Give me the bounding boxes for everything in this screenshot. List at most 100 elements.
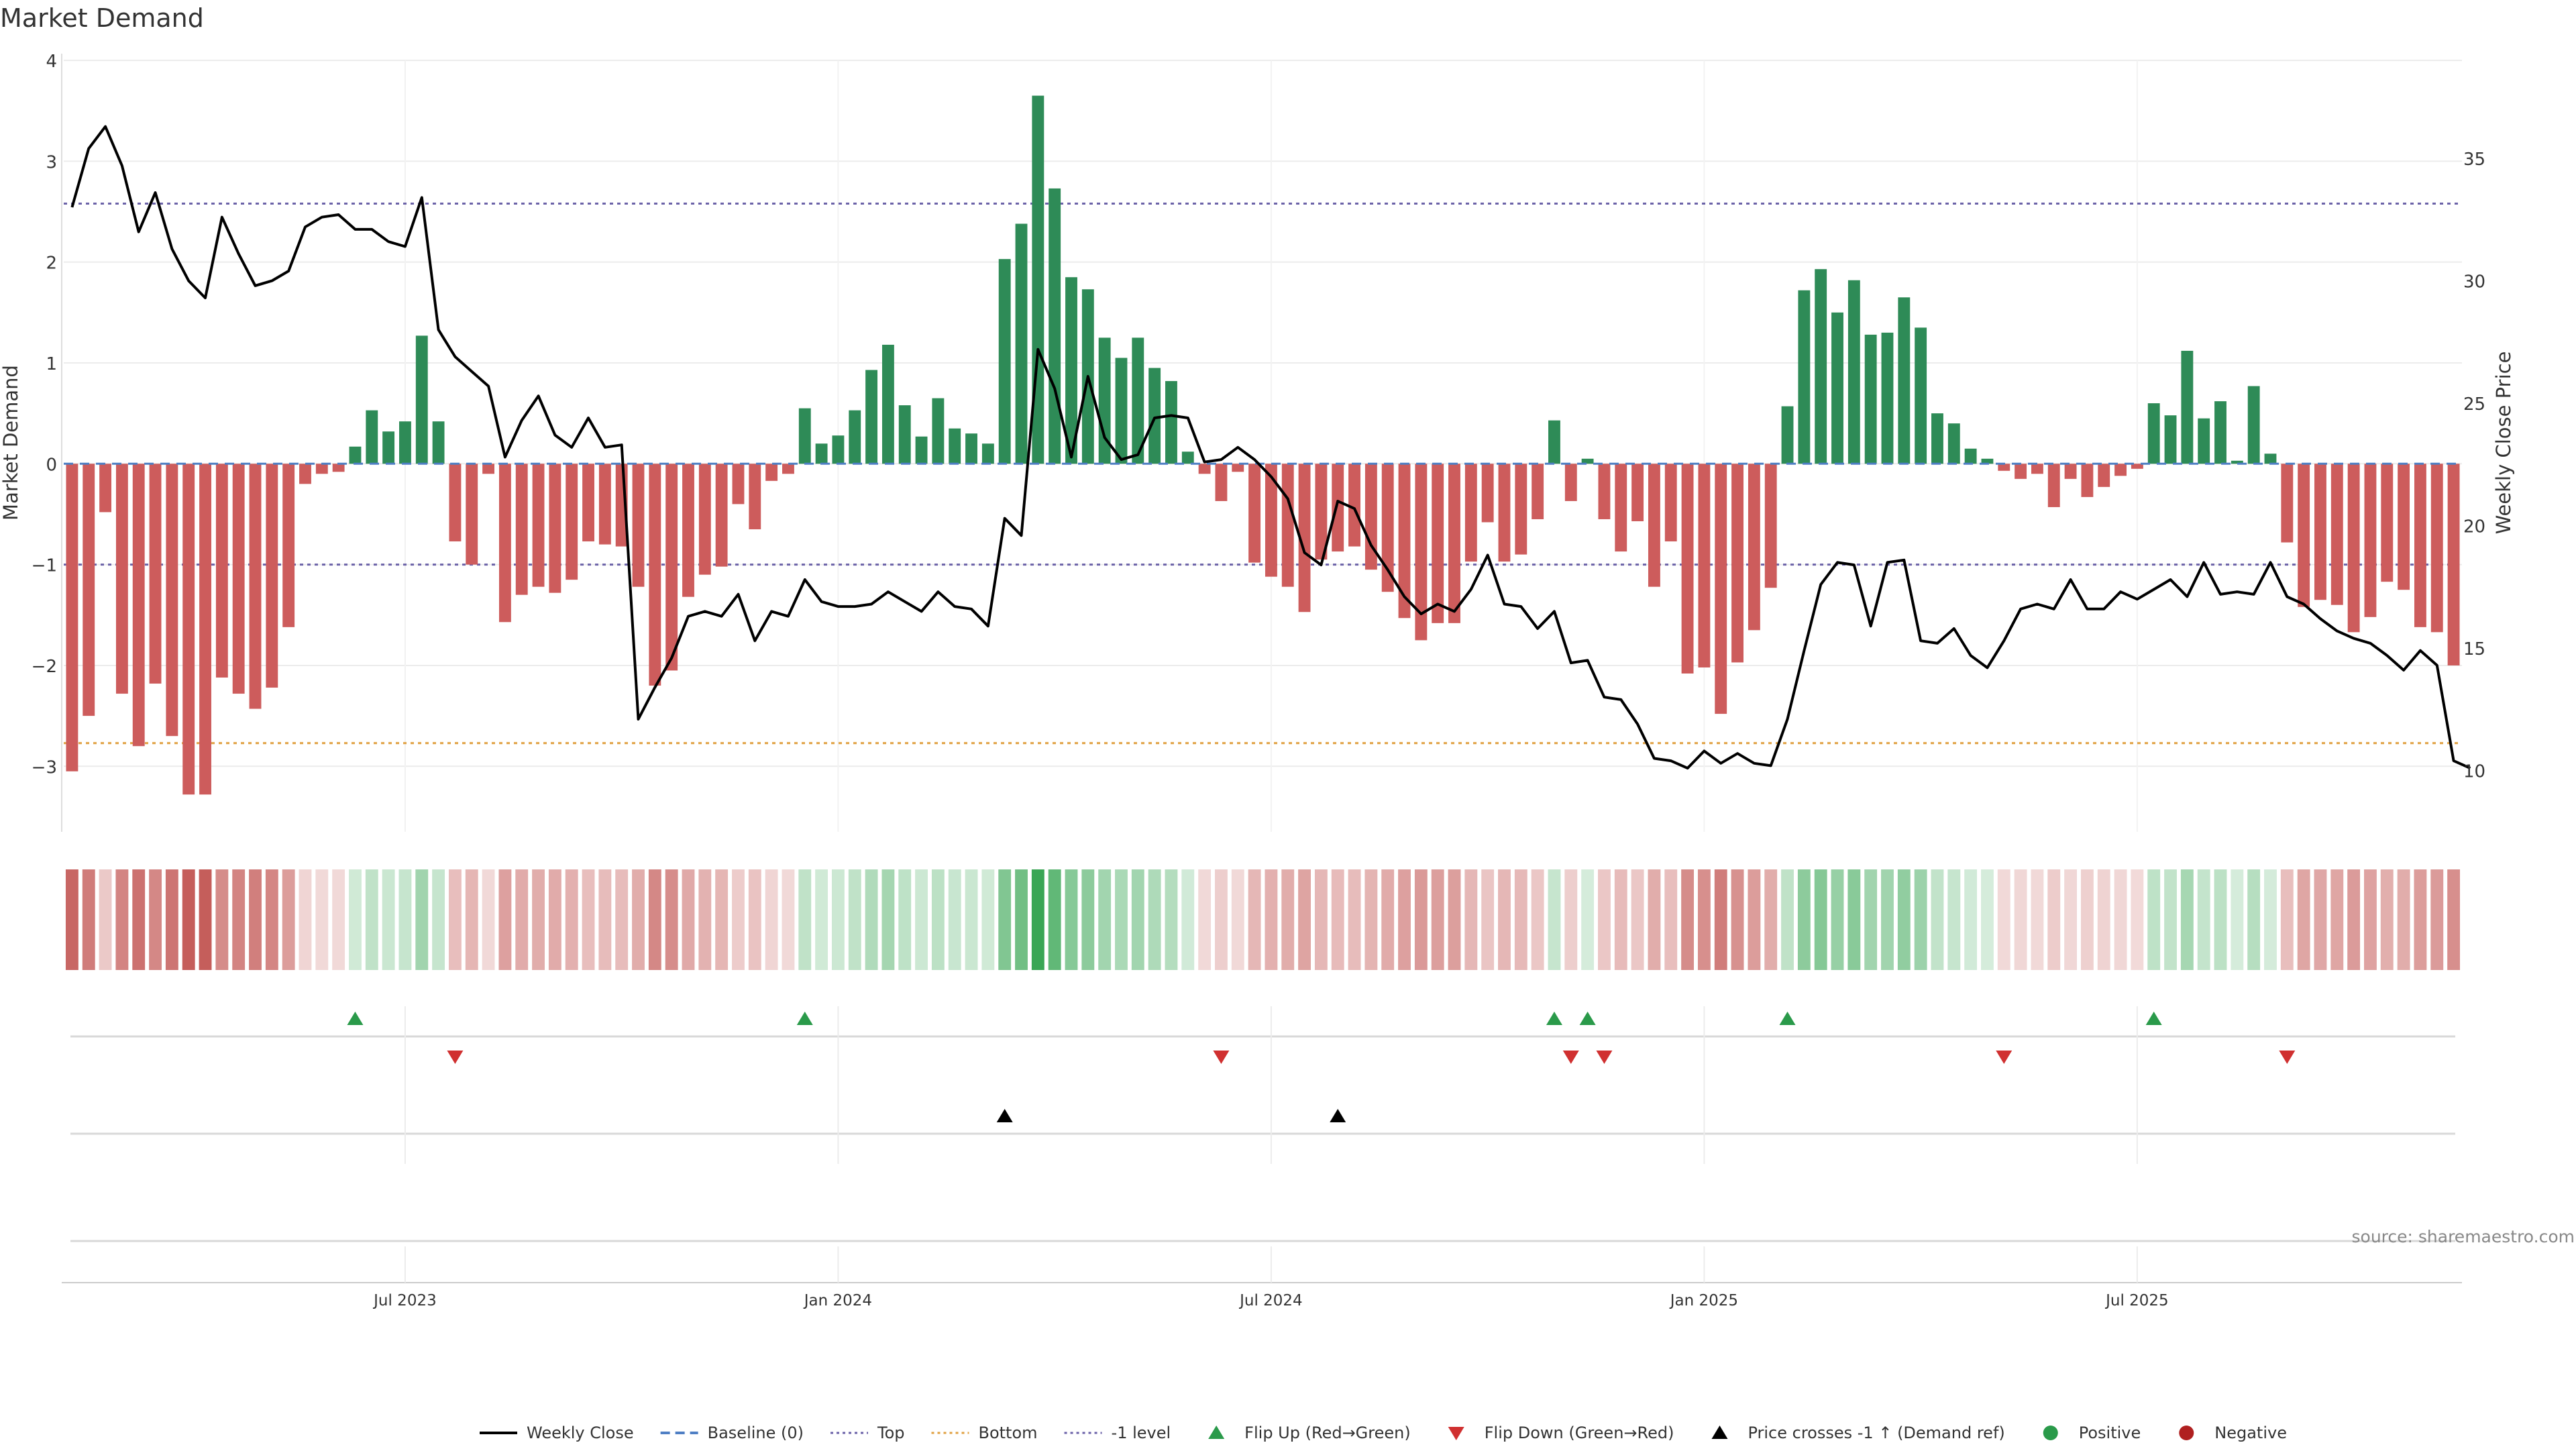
demand-bar-negative	[632, 464, 645, 587]
heat-cell	[515, 869, 529, 970]
heat-cell	[2430, 869, 2444, 970]
legend-circle-icon	[2179, 1426, 2194, 1440]
heat-cell	[1781, 869, 1794, 970]
demand-bar-negative	[2081, 464, 2094, 497]
legend-item: Price crosses -1 ↑ (Demand ref)	[1711, 1424, 2005, 1442]
demand-bar-negative	[1315, 464, 1328, 560]
demand-bar-negative	[482, 464, 495, 474]
demand-bar-negative	[1631, 464, 1644, 521]
heat-cell	[1281, 869, 1295, 970]
heat-cell	[565, 869, 578, 970]
flip-down-marker	[1996, 1051, 2012, 1064]
demand-bar-negative	[2364, 464, 2377, 617]
heat-cell	[2247, 869, 2261, 970]
heat-cell	[698, 869, 712, 970]
heat-cell	[815, 869, 828, 970]
right-tick-label: 25	[2463, 394, 2485, 415]
demand-bar-negative	[2430, 464, 2443, 633]
heat-cell	[1248, 869, 1261, 970]
demand-bar-positive	[1831, 312, 1843, 464]
legend-label: -1 level	[1112, 1424, 1171, 1442]
demand-bar-positive	[881, 344, 894, 464]
heat-cell	[848, 869, 861, 970]
heat-cell	[615, 869, 629, 970]
demand-bar-negative	[1648, 464, 1660, 587]
heat-cell	[2280, 869, 2294, 970]
heat-cell	[1348, 869, 1361, 970]
demand-bar-positive	[1181, 451, 1194, 464]
demand-bar-negative	[332, 464, 345, 472]
demand-bar-negative	[549, 464, 561, 593]
heat-cell	[1981, 869, 1994, 970]
demand-bar-positive	[1548, 420, 1560, 464]
demand-bar-negative	[2314, 464, 2326, 600]
demand-bar-positive	[949, 428, 961, 464]
demand-bar-negative	[99, 464, 112, 513]
heat-cell	[115, 869, 129, 970]
weekly-close-line	[70, 125, 2471, 770]
source-note: source: sharemaestro.com	[2352, 1227, 2575, 1246]
heat-cell	[315, 869, 329, 970]
heat-cell	[2314, 869, 2327, 970]
heat-cell	[1914, 869, 1927, 970]
legend: Weekly Close Baseline (0) Top Bottom -1 leve…	[480, 1424, 2287, 1442]
demand-bar-positive	[981, 443, 994, 464]
demand-bar-negative	[1198, 464, 1211, 474]
heat-cell	[2047, 869, 2061, 970]
heat-cell	[2064, 869, 2078, 970]
demand-bar-negative	[1248, 464, 1261, 563]
demand-bar-negative	[1432, 464, 1444, 623]
demand-bar-negative	[2447, 464, 2460, 665]
demand-bar-positive	[1132, 337, 1144, 464]
legend-label: Negative	[2214, 1424, 2287, 1442]
heat-cell	[82, 869, 95, 970]
demand-bar-positive	[349, 446, 362, 464]
legend-label: Price crosses -1 ↑ (Demand ref)	[1748, 1424, 2004, 1442]
demand-bar-positive	[1781, 406, 1794, 464]
heat-cell	[598, 869, 612, 970]
demand-bar-positive	[2231, 460, 2243, 464]
heat-cell	[981, 869, 995, 970]
demand-bar-negative	[266, 464, 278, 688]
right-tick-label: 35	[2463, 150, 2485, 170]
demand-bar-negative	[598, 464, 611, 545]
demand-bar-negative	[1498, 464, 1511, 562]
demand-bar-positive	[399, 421, 411, 464]
heat-cell	[2414, 869, 2427, 970]
heat-cell	[865, 869, 878, 970]
demand-bar-negative	[665, 464, 678, 671]
right-tick-label: 10	[2463, 762, 2485, 782]
demand-bar-positive	[2247, 386, 2260, 464]
demand-bar-negative	[715, 464, 728, 567]
demand-bar-negative	[2131, 464, 2143, 469]
demand-bar-negative	[1415, 464, 1428, 641]
heat-cell	[632, 869, 645, 970]
heat-cell	[715, 869, 729, 970]
price-cross-marker	[996, 1109, 1013, 1122]
demand-bar-positive	[415, 335, 428, 464]
demand-bar-negative	[2281, 464, 2294, 543]
heat-cell	[782, 869, 795, 970]
heat-cell	[798, 869, 812, 970]
flip-up-marker	[347, 1012, 364, 1025]
heat-cell	[1148, 869, 1161, 970]
demand-bar-negative	[315, 464, 328, 474]
demand-bar-positive	[2147, 403, 2160, 464]
heat-cell	[1947, 869, 1961, 970]
left-tick-label: 2	[46, 254, 57, 274]
demand-bar-negative	[1731, 464, 1743, 663]
heat-cell	[199, 869, 212, 970]
heat-cell	[1864, 869, 1878, 970]
heat-cell	[332, 869, 345, 970]
legend-item: Negative	[2179, 1424, 2287, 1442]
demand-bar-positive	[832, 435, 845, 464]
heat-cell	[2447, 869, 2461, 970]
heat-cell	[1398, 869, 1411, 970]
heat-cell	[1481, 869, 1495, 970]
heat-cell	[282, 869, 295, 970]
heat-cell	[1531, 869, 1544, 970]
flip-up-marker	[1546, 1012, 1562, 1025]
demand-bar-positive	[432, 421, 445, 464]
heat-cell	[482, 869, 495, 970]
demand-bar-negative	[282, 464, 295, 627]
